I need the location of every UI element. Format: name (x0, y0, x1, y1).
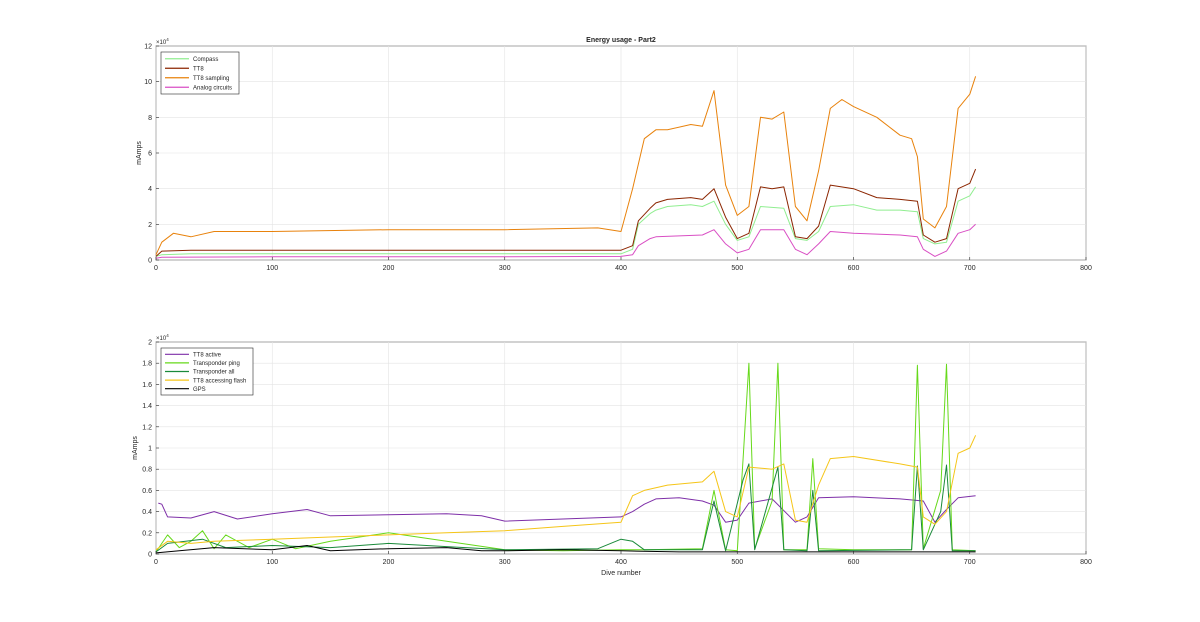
x-tick-label: 300 (499, 559, 511, 566)
legend-label: GPS (193, 387, 206, 393)
y-tick-label: 1.6 (142, 382, 152, 389)
y-tick-label: 12 (144, 44, 152, 51)
y-axis-exponent: ×104 (156, 37, 169, 46)
legend-label: Transponder ping (193, 361, 240, 367)
x-tick-label: 0 (154, 559, 158, 566)
chart-title: Energy usage - Part2 (586, 37, 656, 44)
y-tick-label: 1.4 (142, 403, 152, 410)
x-tick-label: 100 (266, 559, 278, 566)
chart-energy-part2: 0 100 200 300 400 500 600 700 800 0 2 4 6 8 10 12 Energ… (136, 37, 1092, 272)
x-tick-label: 100 (266, 265, 278, 272)
y-tick-label: 2 (148, 222, 152, 229)
y-tick-label: 10 (144, 79, 152, 86)
series-layer (155, 362, 977, 554)
series-line-4 (155, 435, 977, 551)
x-tick-label: 600 (848, 559, 860, 566)
series-line-2 (155, 168, 977, 257)
chart-transponder: 0 100 200 300 400 500 600 700 800 0 0.2 0.4 0.6 0.8 1 1… (132, 333, 1092, 577)
y-tick-label: 6 (148, 151, 152, 158)
x-tick-label: 400 (615, 265, 627, 272)
series-line-3 (155, 76, 977, 255)
y-axis-label: mAmps (132, 436, 139, 460)
x-tick-label: 800 (1080, 265, 1092, 272)
grid-lines (155, 341, 1087, 555)
legend-label: TT8 sampling (193, 76, 229, 82)
y-tick-label: 2 (148, 340, 152, 347)
y-axis-label: mAmps (136, 141, 143, 165)
y-tick-label: 0.8 (142, 467, 152, 474)
x-tick-label: 600 (848, 265, 860, 272)
y-tick-label: 0.6 (142, 488, 152, 495)
tick-labels: 0 100 200 300 400 500 600 700 800 0 0.2 0.4 0.6 0.8 1 1… (142, 340, 1092, 567)
y-tick-label: 0.2 (142, 530, 152, 537)
x-tick-label: 500 (731, 559, 743, 566)
x-tick-label: 200 (383, 559, 395, 566)
legend-label: TT8 active (193, 353, 222, 359)
y-tick-label: 1.8 (142, 361, 152, 368)
tick-labels: 0 100 200 300 400 500 600 700 800 0 2 4 6 8 10 12 (144, 44, 1092, 273)
legend-label: Transponder all (193, 370, 234, 376)
y-tick-label: 8 (148, 115, 152, 122)
x-tick-label: 0 (154, 265, 158, 272)
series-line-4 (155, 223, 976, 259)
y-axis-exponent: ×104 (156, 333, 169, 342)
x-tick-label: 200 (383, 265, 395, 272)
legend: Compass TT8 TT8 sampling Analog circuits (160, 51, 240, 95)
series-line-3 (155, 463, 976, 553)
x-tick-label: 700 (964, 559, 976, 566)
y-tick-label: 0 (148, 258, 152, 265)
series-line-1 (155, 186, 977, 257)
legend-label: Analog circuits (193, 85, 232, 91)
x-tick-label: 400 (615, 559, 627, 566)
series-layer (155, 76, 977, 259)
y-tick-label: 4 (148, 186, 152, 193)
x-tick-label: 300 (499, 265, 511, 272)
series-line-1 (158, 495, 976, 523)
legend: TT8 active Transponder ping Transponder al… (160, 347, 254, 396)
x-axis-label: Dive number (601, 570, 641, 577)
legend-label: TT8 accessing flash (193, 378, 246, 384)
y-tick-label: 1 (148, 446, 152, 453)
y-tick-label: 0.4 (142, 509, 152, 516)
y-tick-label: 0 (148, 552, 152, 559)
x-tick-label: 700 (964, 265, 976, 272)
legend-label: TT8 (193, 66, 204, 72)
x-tick-label: 800 (1080, 559, 1092, 566)
x-tick-label: 500 (731, 265, 743, 272)
legend-label: Compass (193, 57, 218, 63)
y-tick-label: 1.2 (142, 424, 152, 431)
